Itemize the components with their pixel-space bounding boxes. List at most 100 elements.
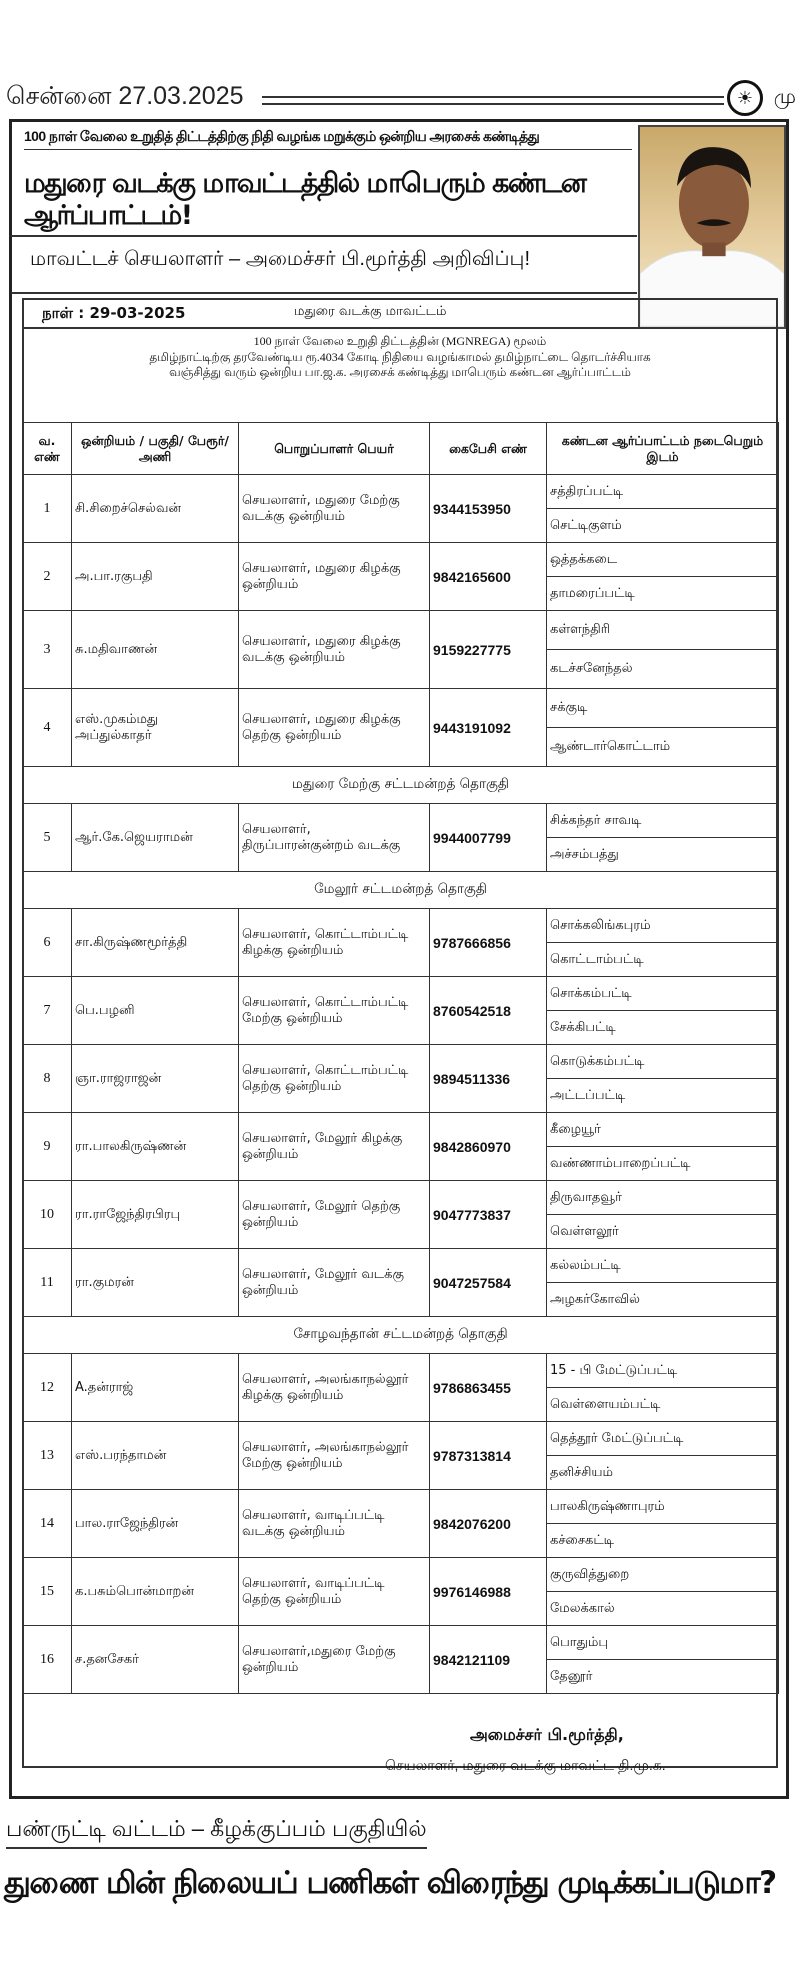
table-header-row: வ. எண் ஒன்றியம் / பகுதி/ பேரூர்/அணி பொறு…	[22, 422, 779, 475]
venue: வெள்ளையம்பட்டி	[546, 1387, 779, 1422]
date-row: நாள் : 29-03-2025 மதுரை வடக்கு மாவட்டம்	[24, 298, 636, 326]
venue: சக்குடி	[546, 688, 779, 728]
table-row: வெள்ளையம்பட்டி	[23, 1387, 779, 1422]
venue: ஒத்தக்கடை	[546, 542, 779, 577]
column-header-union: ஒன்றியம் / பகுதி/ பேரூர்/அணி	[71, 422, 239, 475]
intro-line: 100 நாள் வேலை உறுதி திட்டத்தின் (MGNREGA…	[253, 334, 547, 348]
table-row: 16 ச.தனசேகர் செயலாளர்,மதுரை மேற்கு ஒன்றியம…	[22, 1625, 779, 1694]
incharge-role: செயலாளர், மதுரை கிழக்கு ஒன்றியம்	[238, 542, 430, 611]
table-row: தாமரைப்பட்டி	[23, 576, 779, 611]
table-row: 5 ஆர்.கே.ஜெயராமன் செயலாளர், திருப்பாரன்குன…	[22, 803, 779, 872]
table-row: 2 அ.பா.ரகுபதி செயலாளர், மதுரை கிழக்கு ஒன்ற…	[22, 542, 779, 611]
incharge-name: எஸ்.பரந்தாமன்	[71, 1421, 239, 1490]
phone-number: 9894511336	[429, 1044, 547, 1113]
table-row: கடச்சனேந்தல்	[23, 649, 779, 689]
table-row: கொட்டாம்பட்டி	[23, 942, 779, 977]
incharge-name: பெ.பழனி	[71, 976, 239, 1045]
incharge-name: ச.தனசேகர்	[71, 1625, 239, 1694]
table-row: அட்டப்பட்டி	[23, 1078, 779, 1113]
section-row: சோழவந்தான் சட்டமன்றத் தொகுதி	[22, 1316, 779, 1354]
serial-number: 16	[22, 1625, 72, 1694]
serial-number: 6	[22, 908, 72, 977]
phone-number: 9944007799	[429, 803, 547, 872]
divider	[11, 235, 637, 237]
incharge-name: ஆர்.கே.ஜெயராமன்	[71, 803, 239, 872]
venue: மேலக்கால்	[546, 1591, 779, 1626]
venue: சிக்கந்தர் சாவடி	[546, 803, 779, 838]
intro-line: தமிழ்நாட்டிற்கு தரவேண்டிய ரூ.4034 கோடி ந…	[149, 349, 651, 364]
incharge-role: செயலாளர், கொட்டாம்பட்டி தெற்கு ஒன்றியம்	[238, 1044, 430, 1113]
phone-number: 9787666856	[429, 908, 547, 977]
serial-number: 1	[22, 474, 72, 543]
intro-line: வஞ்சித்து வரும் ஒன்றிய பா.ஜ.க. அரசைக் கண…	[169, 365, 631, 379]
table-row: 6 சா.கிருஷ்ணமூர்த்தி செயலாளர், கொட்டாம்பட்…	[22, 908, 779, 977]
protest-schedule-table: வ. எண் ஒன்றியம் / பகுதி/ பேரூர்/அணி பொறு…	[22, 422, 779, 1694]
incharge-name: ரா.குமரன்	[71, 1248, 239, 1317]
venue: சொக்கம்பட்டி	[546, 976, 779, 1011]
incharge-role: செயலாளர், கொட்டாம்பட்டி கிழக்கு ஒன்றியம்	[238, 908, 430, 977]
venue: கல்லம்பட்டி	[546, 1248, 779, 1283]
serial-number: 4	[22, 688, 72, 767]
phone-number: 9976146988	[429, 1557, 547, 1626]
phone-number: 8760542518	[429, 976, 547, 1045]
signature-name: அமைச்சர் பி.மூர்த்தி,	[470, 1725, 624, 1744]
venue: 15 - பி மேட்டுப்பட்டி	[546, 1353, 779, 1388]
incharge-role: செயலாளர், அலங்காநல்லூர் மேற்கு ஒன்றியம்	[238, 1421, 430, 1490]
phone-number: 9344153950	[429, 474, 547, 543]
constituency-heading: மதுரை மேற்கு சட்டமன்றத் தொகுதி	[22, 766, 779, 804]
venue: அட்டப்பட்டி	[546, 1078, 779, 1113]
venue: பொதும்பு	[546, 1625, 779, 1660]
serial-number: 15	[22, 1557, 72, 1626]
table-row: ஆண்டார்கொட்டாம்	[23, 727, 779, 767]
venue: திருவாதவூர்	[546, 1180, 779, 1215]
column-header-phone: கைபேசி எண்	[429, 422, 547, 475]
incharge-role: செயலாளர், மேலூர் வடக்கு ஒன்றியம்	[238, 1248, 430, 1317]
intro-paragraph: 100 நாள் வேலை உறுதி திட்டத்தின் (MGNREGA…	[22, 334, 778, 381]
divider	[22, 327, 778, 329]
next-article-kicker: பண்ருட்டி வட்டம் – கீழக்குப்பம் பகுதியில…	[6, 1816, 427, 1849]
signature-title: செயலாளர், மதுரை வடக்கு மாவட்ட தி.மு.க.	[385, 1757, 666, 1773]
venue: செட்டிகுளம்	[546, 508, 779, 543]
venue: கச்சைகட்டி	[546, 1523, 779, 1558]
incharge-name: அ.பா.ரகுபதி	[71, 542, 239, 611]
table-row: 10 ரா.ராஜேந்திரபிரபு செயலாளர், மேலூர் தெற்…	[22, 1180, 779, 1249]
table-row: அச்சம்பத்து	[23, 837, 779, 872]
serial-number: 2	[22, 542, 72, 611]
venue: சத்திரப்பட்டி	[546, 474, 779, 509]
phone-number: 9159227775	[429, 610, 547, 689]
incharge-name: ரா.பாலகிருஷ்ணன்	[71, 1112, 239, 1181]
incharge-role: செயலாளர், அலங்காநல்லூர் கிழக்கு ஒன்றியம்	[238, 1353, 430, 1422]
phone-number: 9787313814	[429, 1421, 547, 1490]
incharge-name: சா.கிருஷ்ணமூர்த்தி	[71, 908, 239, 977]
incharge-role: செயலாளர், மதுரை கிழக்கு தெற்கு ஒன்றியம்	[238, 688, 430, 767]
incharge-role: செயலாளர், வாடிப்பட்டி வடக்கு ஒன்றியம்	[238, 1489, 430, 1558]
incharge-role: செயலாளர், மேலூர் கிழக்கு ஒன்றியம்	[238, 1112, 430, 1181]
incharge-name: பால.ராஜேந்திரன்	[71, 1489, 239, 1558]
venue: வெள்ளலூர்	[546, 1214, 779, 1249]
divider	[11, 292, 637, 294]
venue: கொட்டாம்பட்டி	[546, 942, 779, 977]
phone-number: 9842076200	[429, 1489, 547, 1558]
venue: வண்ணாம்பாறைப்பட்டி	[546, 1146, 779, 1181]
table-row: 7 பெ.பழனி செயலாளர், கொட்டாம்பட்டி மேற்கு ஒ…	[22, 976, 779, 1045]
venue: அழகர்கோவில்	[546, 1282, 779, 1317]
table-row: 1 சி.சிறைச்செல்வன் செயலாளர், மதுரை மேற்கு …	[22, 474, 779, 543]
table-row: 8 ஞா.ராஜராஜன் செயலாளர், கொட்டாம்பட்டி தெற்…	[22, 1044, 779, 1113]
advertisement-box	[9, 119, 789, 1799]
incharge-name: சி.சிறைச்செல்வன்	[71, 474, 239, 543]
serial-number: 9	[22, 1112, 72, 1181]
phone-number: 9786863455	[429, 1353, 547, 1422]
serial-number: 8	[22, 1044, 72, 1113]
ad-subhead: மாவட்டச் செயலாளர் – அமைச்சர் பி.மூர்த்தி…	[30, 248, 530, 270]
district-name: மதுரை வடக்கு மாவட்டம்	[294, 304, 447, 319]
incharge-role: செயலாளர்,மதுரை மேற்கு ஒன்றியம்	[238, 1625, 430, 1694]
phone-number: 9842860970	[429, 1112, 547, 1181]
venue: கள்ளந்திரி	[546, 610, 779, 650]
incharge-role: செயலாளர், மதுரை கிழக்கு வடக்கு ஒன்றியம்	[238, 610, 430, 689]
ad-headline: மதுரை வடக்கு மாவட்டத்தில் மாபெரும் கண்டன…	[24, 168, 587, 231]
phone-number: 9842165600	[429, 542, 547, 611]
venue: கடச்சனேந்தல்	[546, 649, 779, 689]
table-row: 11 ரா.குமரன் செயலாளர், மேலூர் வடக்கு ஒன்றி…	[22, 1248, 779, 1317]
venue: தேனூர்	[546, 1659, 779, 1694]
serial-number: 13	[22, 1421, 72, 1490]
